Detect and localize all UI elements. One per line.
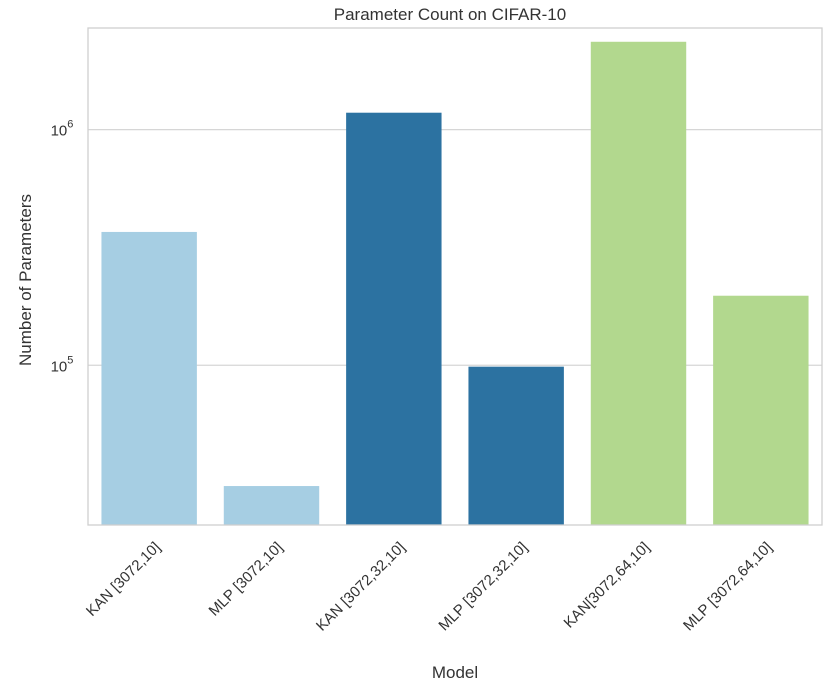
y-tick-labels: 105 106 — [51, 119, 74, 376]
y-axis-label: Number of Parameters — [16, 194, 35, 366]
bar — [346, 112, 442, 525]
bar — [101, 231, 197, 525]
x-tick-label: KAN [3072,10] — [83, 539, 164, 620]
bar — [713, 295, 809, 525]
bars — [101, 41, 809, 525]
x-tick-label: MLP [3072,10] — [206, 539, 287, 620]
bar — [468, 366, 564, 525]
y-tick-label: 105 — [51, 354, 74, 375]
x-tick-labels: KAN [3072,10] MLP [3072,10] KAN [3072,32,1… — [83, 539, 776, 635]
x-axis-label: Model — [432, 663, 478, 682]
chart-title: Parameter Count on CIFAR-10 — [334, 5, 566, 24]
x-tick-label: KAN[3072,64,10] — [561, 539, 654, 632]
plot-frame — [87, 27, 823, 526]
y-tick-label: 106 — [51, 119, 74, 140]
x-tick-label: KAN [3072,32,10] — [313, 539, 409, 635]
x-tick-label: MLP [3072,64,10] — [680, 539, 776, 635]
gridlines — [88, 129, 822, 366]
x-tick-label: MLP [3072,32,10] — [435, 539, 531, 635]
bar — [590, 41, 687, 525]
bar — [223, 486, 320, 525]
